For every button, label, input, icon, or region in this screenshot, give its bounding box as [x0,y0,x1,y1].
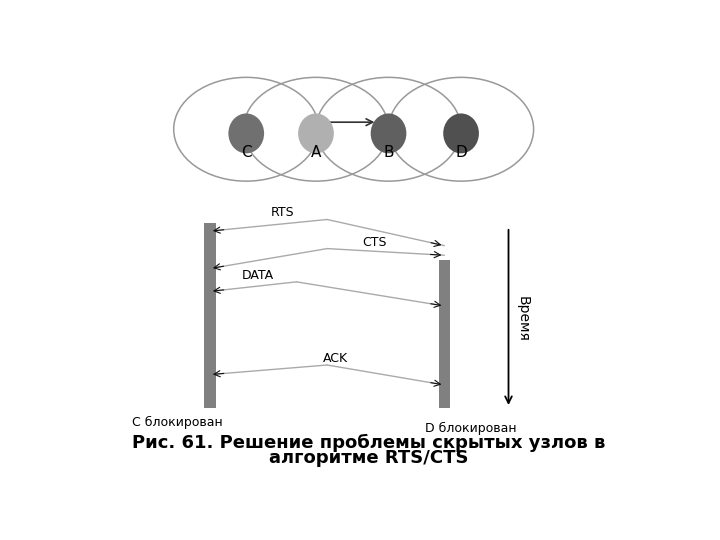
Text: ACK: ACK [323,352,348,365]
Text: Время: Время [516,295,529,341]
Ellipse shape [228,113,264,153]
Text: B: B [383,145,394,160]
Text: CTS: CTS [362,235,387,248]
Bar [204,223,215,408]
Text: Рис. 61. Решение проблемы скрытых узлов в: Рис. 61. Решение проблемы скрытых узлов … [132,434,606,453]
Bar [438,260,450,408]
Text: D блокирован: D блокирован [425,422,516,435]
Text: DATA: DATA [241,269,274,282]
Ellipse shape [371,113,406,153]
Ellipse shape [298,113,334,153]
Text: D: D [455,145,467,160]
Ellipse shape [444,113,479,153]
Text: алгоритме RTS/CTS: алгоритме RTS/CTS [269,449,469,467]
Text: RTS: RTS [271,206,294,219]
Text: A: A [311,145,321,160]
Text: С блокирован: С блокирован [132,416,222,429]
Text: C: C [241,145,251,160]
